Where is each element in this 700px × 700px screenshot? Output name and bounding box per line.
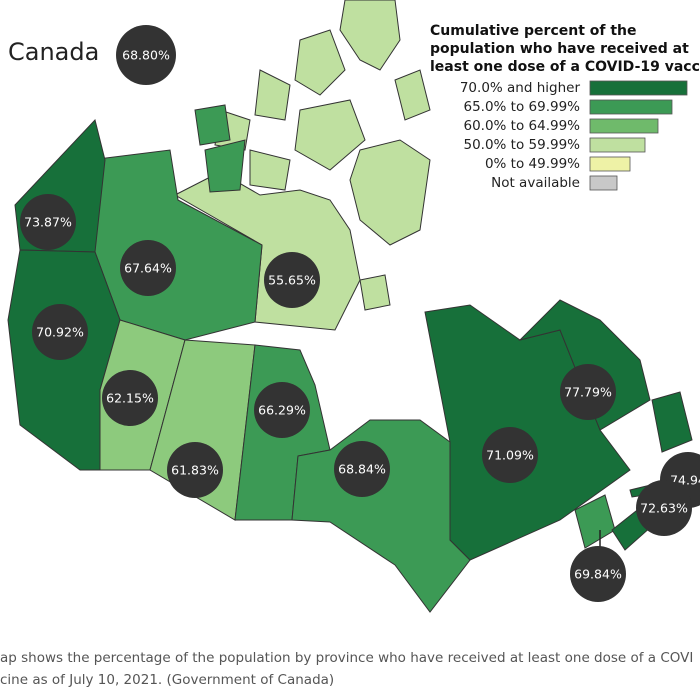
bubble (20, 194, 76, 250)
bubble-group: 71.09% (482, 427, 538, 483)
bubble-group: 73.87% (20, 194, 76, 250)
bubble-group: 72.63% (636, 480, 692, 536)
bubble-label: 66.29% (258, 403, 306, 418)
bubble-label: 71.09% (486, 448, 534, 463)
island (339, 0, 401, 71)
bubble (120, 240, 176, 296)
bubble (254, 382, 310, 438)
island (294, 29, 346, 96)
bubble-label: 69.84% (574, 567, 622, 582)
bubble (32, 304, 88, 360)
bubble-label: 61.83% (171, 463, 219, 478)
bubble-group: 68.84% (334, 441, 390, 497)
bubble (102, 370, 158, 426)
bubble (570, 546, 626, 602)
bubble-group: 70.92% (32, 304, 88, 360)
caption: cine as of July 10, 2021. (Government of… (0, 672, 334, 688)
bubble (334, 441, 390, 497)
legend-swatch (589, 137, 646, 153)
bubble-group: 55.65% (264, 252, 320, 308)
legend-label: 65.0% to 69.99% (464, 99, 581, 115)
bubble-group: 69.84% (570, 546, 626, 602)
bubble-label: 67.64% (124, 261, 172, 276)
legend-swatch (589, 156, 631, 172)
bubble-label: 70.92% (36, 325, 84, 340)
bubble (636, 480, 692, 536)
quebec (424, 304, 631, 561)
bubble (560, 364, 616, 420)
bubble-label: 68.80% (122, 48, 170, 63)
legend-swatch (589, 80, 688, 96)
newfoundland (651, 391, 693, 453)
caption: ap shows the percentage of the populatio… (0, 650, 693, 666)
legend: Cumulative percent of the population who… (430, 23, 700, 191)
legend-swatch (589, 175, 618, 191)
legend-swatch (589, 99, 673, 115)
legend-label: 0% to 49.99% (485, 156, 580, 172)
bubble-label: 68.84% (338, 462, 386, 477)
bubble-group: 77.79% (560, 364, 616, 420)
island (249, 149, 291, 191)
bubble-group: 61.83% (167, 442, 223, 498)
bubble-group: 66.29% (254, 382, 310, 438)
legend-label: Not available (491, 175, 580, 191)
legend-title: least one dose of a COVID-19 vacci (430, 59, 700, 75)
bubble (167, 442, 223, 498)
national-bubble: 68.80% (116, 25, 176, 85)
map (7, 0, 693, 613)
nwt-island (204, 139, 246, 193)
bubble (116, 25, 176, 85)
island (254, 69, 291, 121)
legend-label: 70.0% and higher (460, 80, 581, 96)
legend-label: 60.0% to 64.99% (464, 118, 581, 134)
legend-swatch (589, 118, 659, 134)
legend-title: population who have received at (430, 41, 689, 57)
bubble-label: 72.63% (640, 501, 688, 516)
bubble-label: 77.79% (564, 385, 612, 400)
bubble (482, 427, 538, 483)
legend-label: 50.0% to 59.99% (464, 137, 581, 153)
bubbles: 73.87% 67.64% 55.65% 70.92% 62.15% 61.83% 66.2… (20, 194, 700, 602)
legend-items: 70.0% and higher 65.0% to 69.99% 60.0% to … (460, 80, 688, 191)
bubble-label: 73.87% (24, 215, 72, 230)
island (349, 139, 431, 246)
bubble-label: 62.15% (106, 391, 154, 406)
island (294, 99, 366, 171)
nwt-island (194, 104, 231, 146)
island (359, 274, 391, 311)
bubble-label: 55.65% (268, 273, 316, 288)
bubble (264, 252, 320, 308)
legend-title: Cumulative percent of the (430, 23, 637, 39)
island (394, 69, 431, 121)
map-title: Canada (8, 38, 99, 66)
bubble-group: 67.64% (120, 240, 176, 296)
bubble-group: 62.15% (102, 370, 158, 426)
